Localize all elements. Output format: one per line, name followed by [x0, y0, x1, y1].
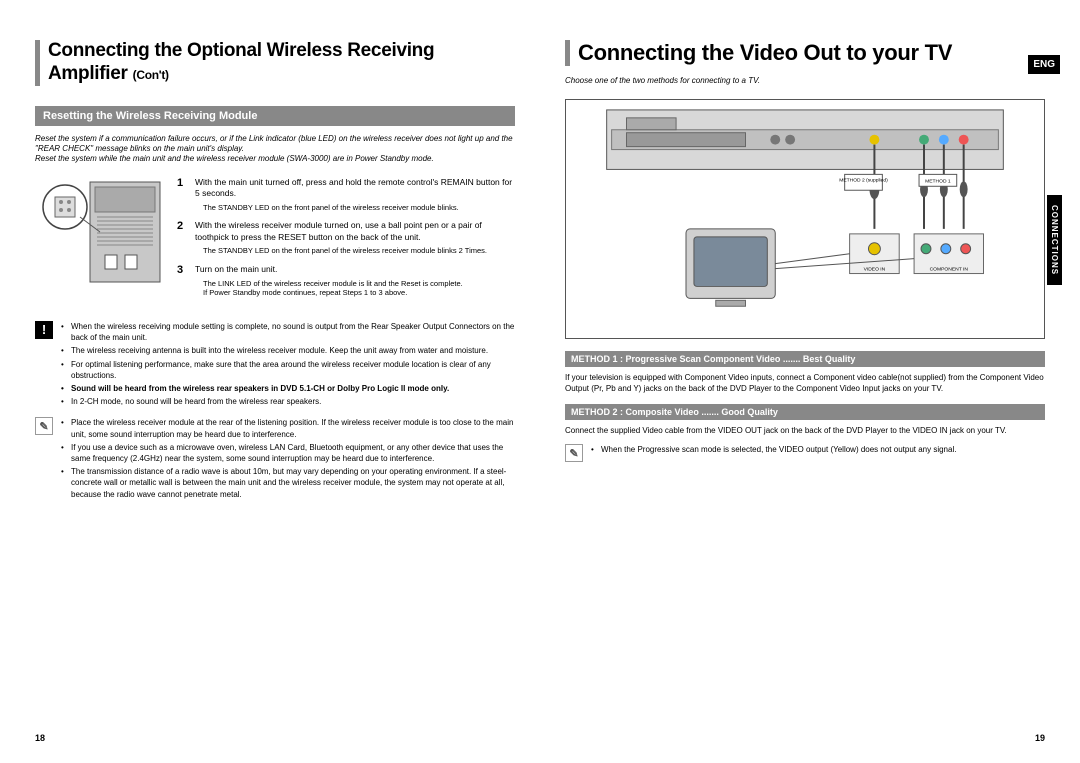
- method1-text: If your television is equipped with Comp…: [565, 372, 1045, 394]
- list-item: In 2-CH mode, no sound will be heard fro…: [61, 396, 515, 407]
- list-item: If you use a device such as a microwave …: [61, 442, 515, 464]
- method2-label: METHOD 2 (supplied): [839, 177, 888, 183]
- component-in-label: COMPONENT IN: [930, 266, 969, 272]
- warn-bullets: When the wireless receiving module setti…: [61, 321, 515, 409]
- diagram-svg: METHOD 2 (supplied) METHOD 1 VIDEO IN CO…: [566, 100, 1044, 338]
- step-note: The STANDBY LED on the front panel of th…: [195, 203, 515, 213]
- list-item: When the wireless receiving module setti…: [61, 321, 515, 343]
- left-title-sub: (Con't): [133, 68, 169, 82]
- step-body: With the main unit turned off, press and…: [195, 177, 515, 213]
- list-item: Sound will be heard from the wireless re…: [61, 383, 515, 394]
- connection-diagram: METHOD 2 (supplied) METHOD 1 VIDEO IN CO…: [565, 99, 1045, 339]
- module-figure: [35, 177, 165, 306]
- method1-label: METHOD 1: [925, 178, 951, 184]
- method2-text: Connect the supplied Video cable from th…: [565, 425, 1045, 436]
- page-right: Connecting the Video Out to your TV ENG …: [540, 0, 1080, 763]
- warning-block: ! When the wireless receiving module set…: [35, 321, 515, 409]
- right-pencil-block: ✎ When the Progressive scan mode is sele…: [565, 444, 1045, 462]
- steps-list: 1 With the main unit turned off, press a…: [177, 177, 515, 306]
- pencil-icon: ✎: [565, 444, 583, 462]
- list-item: The transmission distance of a radio wav…: [61, 466, 515, 500]
- pencil-bullets: Place the wireless receiver module at th…: [61, 417, 515, 501]
- right-title: Connecting the Video Out to your TV: [565, 40, 1045, 66]
- list-item: Place the wireless receiver module at th…: [61, 417, 515, 439]
- page-number: 19: [1035, 733, 1045, 743]
- step-1: 1 With the main unit turned off, press a…: [177, 177, 515, 213]
- exclamation-icon: !: [35, 321, 53, 339]
- side-tab: CONNECTIONS: [1047, 195, 1062, 285]
- page-number: 18: [35, 733, 45, 743]
- video-in-label: VIDEO IN: [864, 266, 886, 272]
- step-note: The LINK LED of the wireless receiver mo…: [195, 279, 515, 299]
- left-intro: Reset the system if a communication fail…: [35, 134, 515, 165]
- page-left: Connecting the Optional Wireless Receivi…: [0, 0, 540, 763]
- module-illustration: [35, 177, 165, 287]
- step-2: 2 With the wireless receiver module turn…: [177, 220, 515, 256]
- left-title: Connecting the Optional Wireless Receivi…: [35, 40, 515, 86]
- method1-bar: METHOD 1 : Progressive Scan Component Vi…: [565, 351, 1045, 367]
- step-3: 3 Turn on the main unit. The LINK LED of…: [177, 264, 515, 298]
- list-item: The wireless receiving antenna is built …: [61, 345, 515, 356]
- right-intro: Choose one of the two methods for connec…: [565, 76, 1045, 86]
- right-pencil-bullets: When the Progressive scan mode is select…: [591, 444, 956, 462]
- left-title-main: Connecting the Optional Wireless Receivi…: [48, 40, 434, 84]
- step-num: 1: [177, 177, 189, 213]
- lang-badge: ENG: [1028, 55, 1060, 74]
- method2-bar: METHOD 2 : Composite Video ....... Good …: [565, 404, 1045, 420]
- pencil-icon: ✎: [35, 417, 53, 435]
- step-body: With the wireless receiver module turned…: [195, 220, 515, 256]
- left-subtitle: Resetting the Wireless Receiving Module: [35, 106, 515, 126]
- step-num: 2: [177, 220, 189, 256]
- pencil-block: ✎ Place the wireless receiver module at …: [35, 417, 515, 501]
- step-body: Turn on the main unit. The LINK LED of t…: [195, 264, 515, 298]
- figure-and-steps: 1 With the main unit turned off, press a…: [35, 177, 515, 306]
- list-item: When the Progressive scan mode is select…: [591, 444, 956, 455]
- list-item: For optimal listening performance, make …: [61, 359, 515, 381]
- step-num: 3: [177, 264, 189, 298]
- step-note: The STANDBY LED on the front panel of th…: [195, 246, 515, 256]
